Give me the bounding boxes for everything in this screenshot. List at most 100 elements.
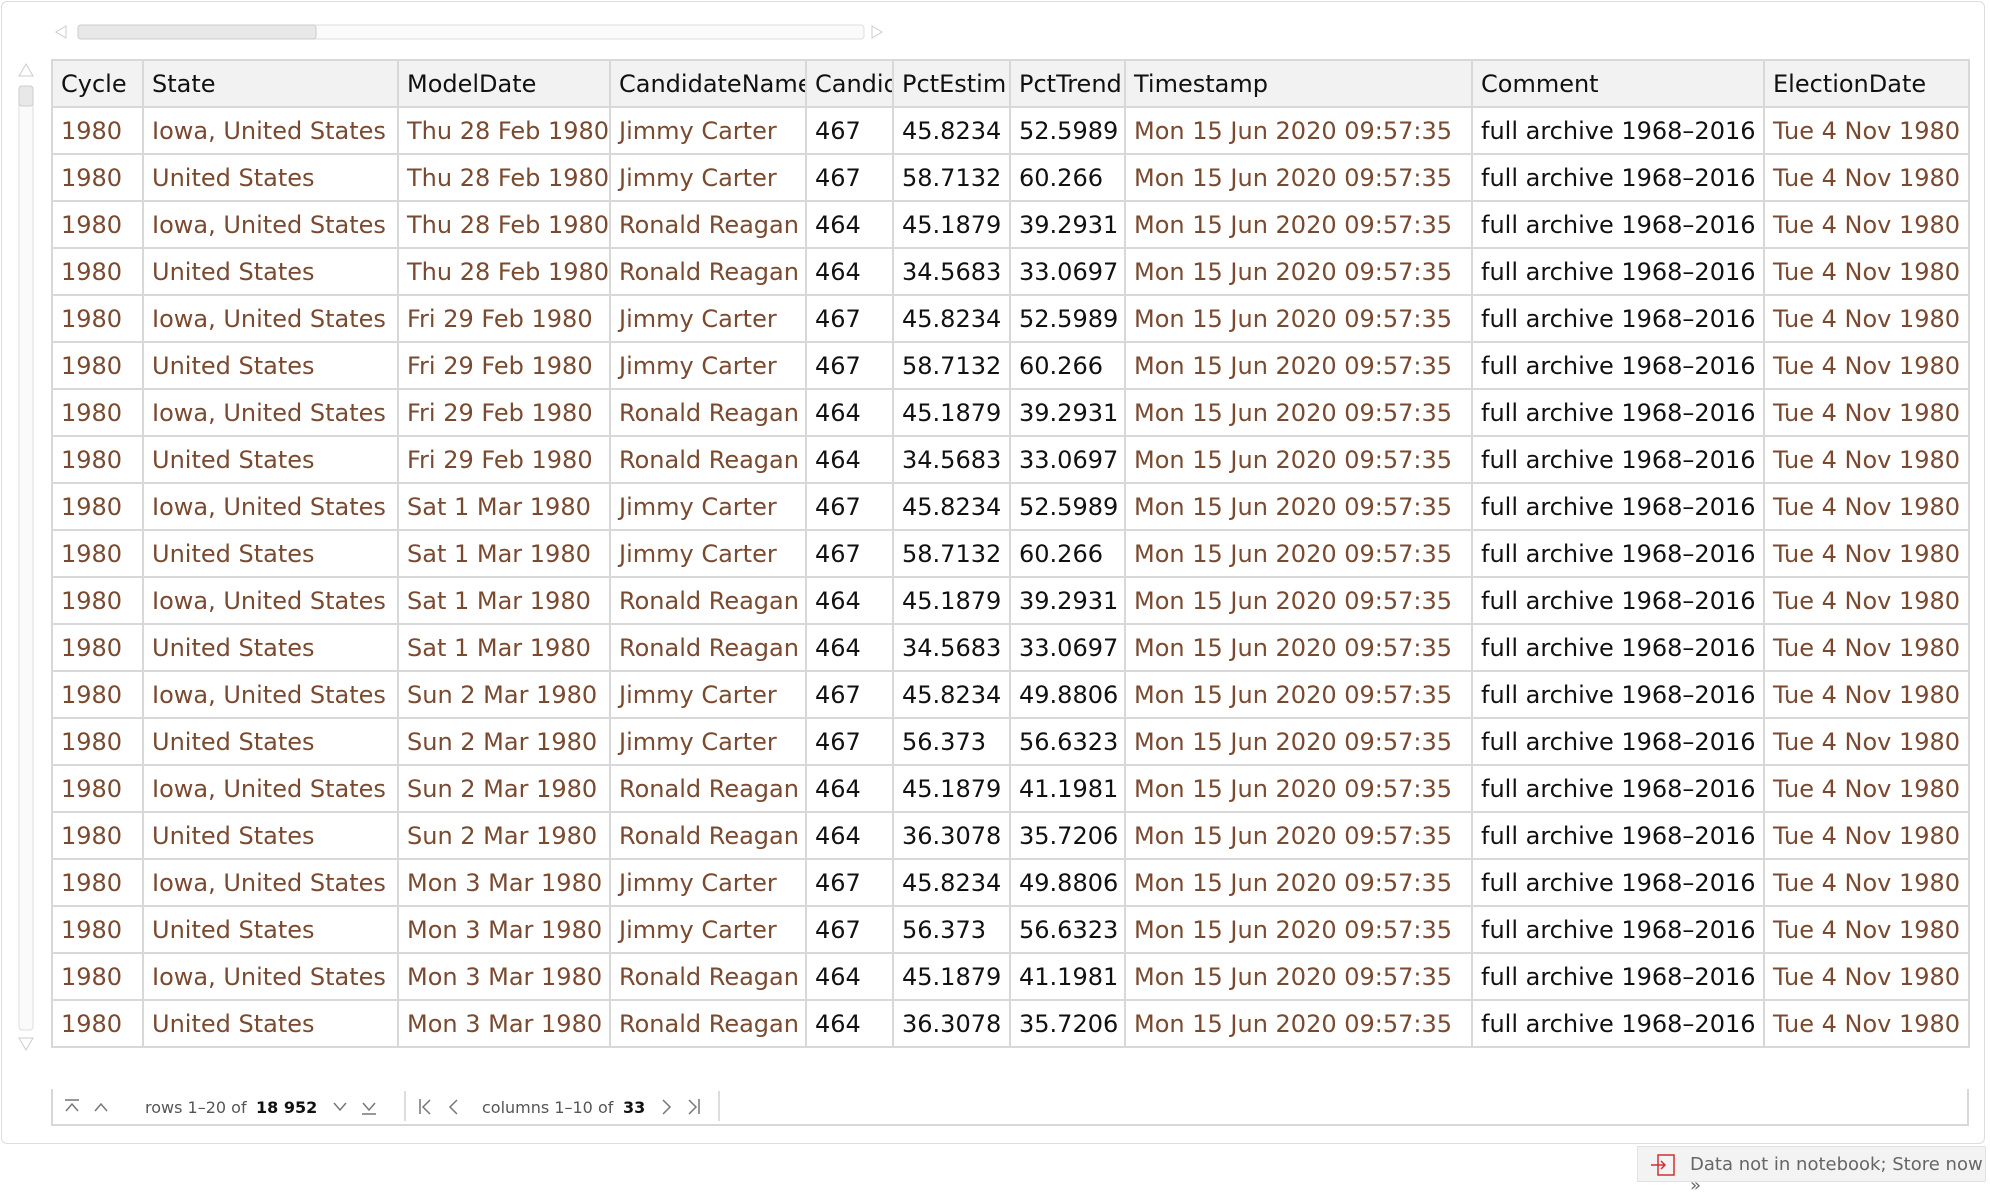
- cell: full archive 1968–2016: [1471, 576, 1765, 625]
- cell: 58.7132: [892, 341, 1011, 390]
- cell: 464: [805, 388, 894, 437]
- cell: 1980: [51, 811, 144, 860]
- cell: Sun 2 Mar 1980: [397, 717, 611, 766]
- column-header: Cycle: [51, 59, 144, 108]
- columns-label: columns 1–10 of: [482, 1098, 614, 1117]
- cell: 464: [805, 811, 894, 860]
- cell: Mon 15 Jun 2020 09:57:35: [1124, 999, 1473, 1048]
- cell: full archive 1968–2016: [1471, 482, 1765, 531]
- cell: 33.0697: [1009, 623, 1126, 672]
- cell: 464: [805, 952, 894, 1001]
- cell: Sat 1 Mar 1980: [397, 529, 611, 578]
- cell: 1980: [51, 341, 144, 390]
- cell: Jimmy Carter: [609, 153, 807, 202]
- cell: 60.266: [1009, 341, 1126, 390]
- cell: 45.1879: [892, 764, 1011, 813]
- cell: Tue 4 Nov 1980: [1763, 811, 1970, 860]
- cell: 467: [805, 858, 894, 907]
- cell: 467: [805, 529, 894, 578]
- cell: 58.7132: [892, 529, 1011, 578]
- cell: Mon 15 Jun 2020 09:57:35: [1124, 529, 1473, 578]
- column-header: Candid: [805, 59, 894, 108]
- cell: Iowa, United States: [142, 952, 399, 1001]
- cell: 1980: [51, 952, 144, 1001]
- cell: United States: [142, 153, 399, 202]
- cell: Mon 15 Jun 2020 09:57:35: [1124, 952, 1473, 1001]
- cell: Mon 15 Jun 2020 09:57:35: [1124, 294, 1473, 343]
- cell: United States: [142, 623, 399, 672]
- cell: Mon 15 Jun 2020 09:57:35: [1124, 106, 1473, 155]
- separator: [718, 1091, 720, 1121]
- rows-total: 18 952: [256, 1098, 317, 1117]
- cell: Mon 15 Jun 2020 09:57:35: [1124, 623, 1473, 672]
- cell: Iowa, United States: [142, 200, 399, 249]
- cell: full archive 1968–2016: [1471, 247, 1765, 296]
- cell: Tue 4 Nov 1980: [1763, 952, 1970, 1001]
- cell: Tue 4 Nov 1980: [1763, 623, 1970, 672]
- cell: Tue 4 Nov 1980: [1763, 670, 1970, 719]
- column-header: PctEstim: [892, 59, 1011, 108]
- cell: 33.0697: [1009, 247, 1126, 296]
- column-nav-left[interactable]: [417, 1097, 467, 1117]
- cell: 39.2931: [1009, 576, 1126, 625]
- cell: full archive 1968–2016: [1471, 623, 1765, 672]
- cell: 56.373: [892, 717, 1011, 766]
- cell: 41.1981: [1009, 764, 1126, 813]
- column-header: ElectionDate: [1763, 59, 1970, 108]
- cell: Ronald Reagan: [609, 247, 807, 296]
- cell: 464: [805, 999, 894, 1048]
- cell: Jimmy Carter: [609, 905, 807, 954]
- vertical-scrollbar[interactable]: [16, 62, 36, 1052]
- store-button[interactable]: Data not in notebook; Store now »: [1637, 1146, 1986, 1196]
- cell: Ronald Reagan: [609, 999, 807, 1048]
- cell: Ronald Reagan: [609, 388, 807, 437]
- cell: Tue 4 Nov 1980: [1763, 717, 1970, 766]
- column-header: Timestamp: [1124, 59, 1473, 108]
- store-icon: [1651, 1154, 1675, 1176]
- cell: 1980: [51, 200, 144, 249]
- cell: United States: [142, 341, 399, 390]
- cell: full archive 1968–2016: [1471, 952, 1765, 1001]
- cell: 467: [805, 717, 894, 766]
- cell: 1980: [51, 294, 144, 343]
- column-header: State: [142, 59, 399, 108]
- cell: 45.8234: [892, 482, 1011, 531]
- cell: Fri 29 Feb 1980: [397, 294, 611, 343]
- horizontal-scrollbar[interactable]: [54, 24, 884, 40]
- row-nav-up[interactable]: [63, 1097, 123, 1117]
- cell: Ronald Reagan: [609, 576, 807, 625]
- cell: 41.1981: [1009, 952, 1126, 1001]
- dataset-frame: [1, 1, 1985, 1144]
- cell: United States: [142, 905, 399, 954]
- cell: United States: [142, 717, 399, 766]
- cell: 1980: [51, 858, 144, 907]
- cell: 1980: [51, 435, 144, 484]
- cell: Mon 15 Jun 2020 09:57:35: [1124, 905, 1473, 954]
- cell: 45.8234: [892, 670, 1011, 719]
- cell: Tue 4 Nov 1980: [1763, 435, 1970, 484]
- row-nav-down[interactable]: [331, 1097, 391, 1117]
- cell: Iowa, United States: [142, 858, 399, 907]
- cell: Jimmy Carter: [609, 482, 807, 531]
- cell: Mon 15 Jun 2020 09:57:35: [1124, 247, 1473, 296]
- cell: Mon 15 Jun 2020 09:57:35: [1124, 576, 1473, 625]
- columns-total-value: 33: [623, 1098, 646, 1117]
- cell: United States: [142, 247, 399, 296]
- table-row: 1980 United States Mon 3 Mar 1980 Ronald Re…: [51, 999, 1970, 1048]
- table-row: 1980 United States Thu 28 Feb 1980 Ronald R…: [51, 247, 1970, 296]
- cell: Tue 4 Nov 1980: [1763, 294, 1970, 343]
- cell: Tue 4 Nov 1980: [1763, 482, 1970, 531]
- column-nav-right[interactable]: [659, 1097, 709, 1117]
- cell: Mon 3 Mar 1980: [397, 952, 611, 1001]
- cell: Iowa, United States: [142, 576, 399, 625]
- cell: 34.5683: [892, 247, 1011, 296]
- cell: 49.8806: [1009, 670, 1126, 719]
- cell: Tue 4 Nov 1980: [1763, 764, 1970, 813]
- cell: 45.8234: [892, 858, 1011, 907]
- cell: Tue 4 Nov 1980: [1763, 153, 1970, 202]
- cell: 1980: [51, 388, 144, 437]
- cell: Sun 2 Mar 1980: [397, 811, 611, 860]
- data-table: Cycle State ModelDate CandidateName Candid Pc…: [51, 59, 1970, 1048]
- cell: Tue 4 Nov 1980: [1763, 106, 1970, 155]
- cell: 39.2931: [1009, 200, 1126, 249]
